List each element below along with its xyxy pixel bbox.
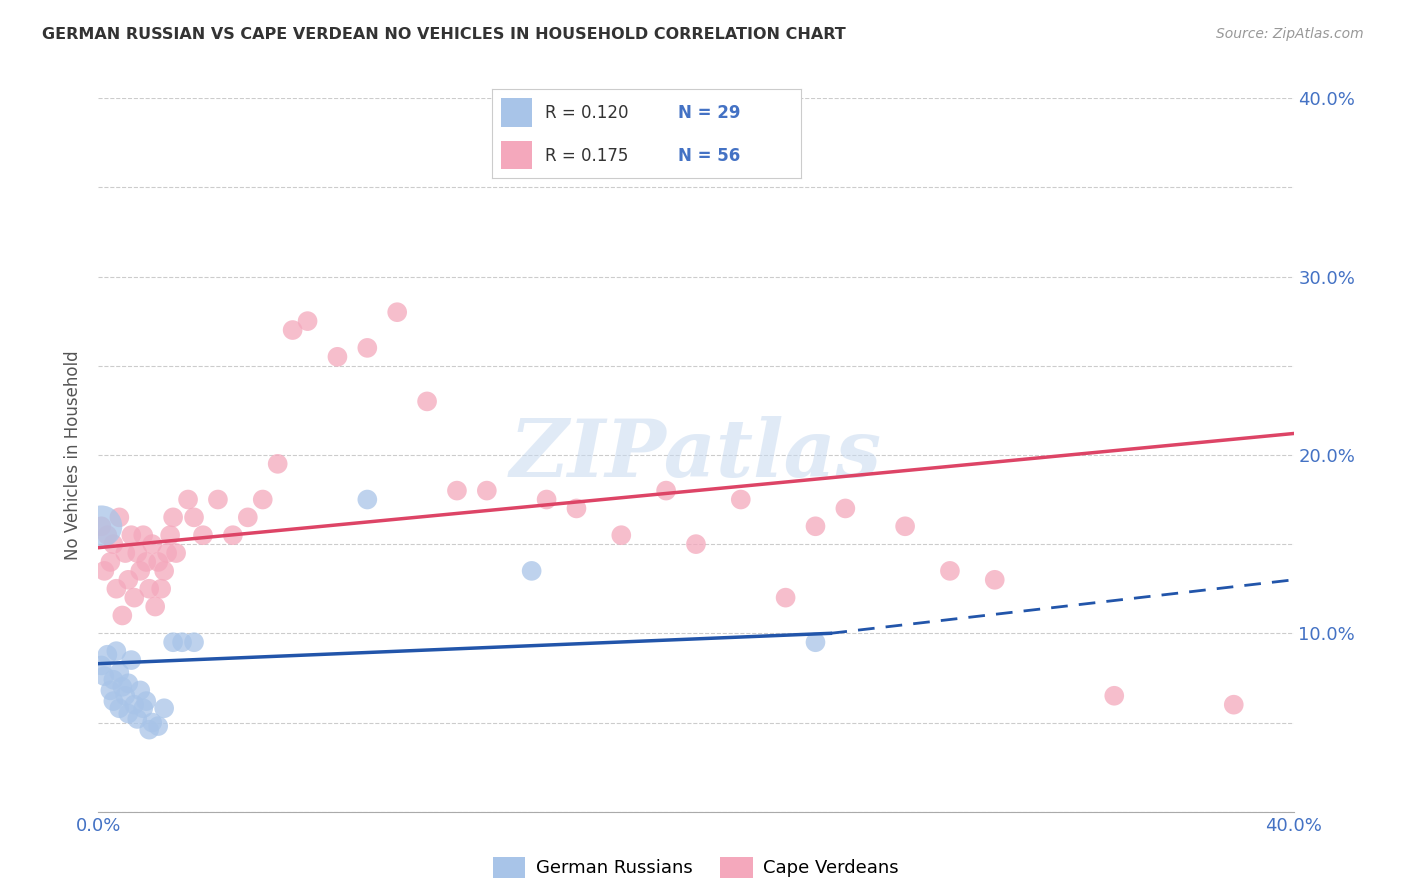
Point <box>984 573 1007 587</box>
Point <box>267 457 290 471</box>
Bar <box>502 141 533 169</box>
Point <box>138 723 160 737</box>
Text: R = 0.120: R = 0.120 <box>544 104 628 122</box>
Point <box>100 555 122 569</box>
Point <box>804 519 827 533</box>
Point <box>103 537 125 551</box>
Point <box>135 694 157 708</box>
Point <box>105 582 128 596</box>
Point <box>90 658 112 673</box>
Point <box>120 653 142 667</box>
Point <box>1223 698 1246 712</box>
Point <box>127 712 149 726</box>
Point <box>153 701 176 715</box>
Point <box>730 492 752 507</box>
Point <box>150 582 173 596</box>
Point <box>610 528 633 542</box>
Point <box>520 564 543 578</box>
Point <box>385 305 409 319</box>
Point <box>117 676 139 690</box>
Point <box>172 635 194 649</box>
Point <box>834 501 856 516</box>
Point <box>536 492 558 507</box>
Point <box>356 341 378 355</box>
Text: ZIPatlas: ZIPatlas <box>510 417 882 493</box>
Point <box>326 350 349 364</box>
Point <box>129 683 152 698</box>
Point <box>93 669 115 683</box>
Point <box>153 564 176 578</box>
Point <box>108 510 131 524</box>
Point <box>129 564 152 578</box>
Point <box>162 510 184 524</box>
Point <box>124 591 146 605</box>
Y-axis label: No Vehicles in Household: No Vehicles in Household <box>65 350 83 560</box>
Point <box>111 680 134 694</box>
Point <box>103 694 125 708</box>
Point <box>177 492 200 507</box>
Point <box>222 528 245 542</box>
Point <box>207 492 229 507</box>
Bar <box>502 98 533 127</box>
Point <box>939 564 962 578</box>
Point <box>655 483 678 498</box>
Point <box>120 528 142 542</box>
Text: GERMAN RUSSIAN VS CAPE VERDEAN NO VEHICLES IN HOUSEHOLD CORRELATION CHART: GERMAN RUSSIAN VS CAPE VERDEAN NO VEHICL… <box>42 27 846 42</box>
Text: N = 56: N = 56 <box>678 147 740 165</box>
Point <box>183 635 205 649</box>
Point <box>108 665 131 680</box>
Point <box>105 644 128 658</box>
Point <box>183 510 205 524</box>
Point <box>124 698 146 712</box>
Text: R = 0.175: R = 0.175 <box>544 147 628 165</box>
Point <box>685 537 707 551</box>
Point <box>90 519 112 533</box>
Point <box>141 537 163 551</box>
Point <box>416 394 439 409</box>
Point <box>775 591 797 605</box>
Point <box>148 555 170 569</box>
Point <box>148 719 170 733</box>
Point <box>100 683 122 698</box>
Point <box>281 323 304 337</box>
Point <box>93 564 115 578</box>
Point <box>103 673 125 687</box>
Point <box>804 635 827 649</box>
Point <box>143 599 166 614</box>
Point <box>252 492 274 507</box>
Point <box>117 573 139 587</box>
Point <box>132 528 155 542</box>
Point <box>159 528 181 542</box>
Point <box>138 582 160 596</box>
Point <box>162 635 184 649</box>
Point <box>141 715 163 730</box>
Point <box>135 555 157 569</box>
Point <box>132 701 155 715</box>
Point <box>108 701 131 715</box>
Point <box>156 546 179 560</box>
Point <box>894 519 917 533</box>
Point <box>114 546 136 560</box>
Point <box>356 492 378 507</box>
Point <box>96 648 118 662</box>
Point <box>111 608 134 623</box>
Point <box>236 510 259 524</box>
Point <box>191 528 214 542</box>
Point <box>127 546 149 560</box>
Point <box>565 501 588 516</box>
Legend: German Russians, Cape Verdeans: German Russians, Cape Verdeans <box>485 849 907 885</box>
Point <box>90 519 112 533</box>
Point <box>475 483 498 498</box>
Point <box>114 689 136 703</box>
Point <box>96 528 118 542</box>
Text: N = 29: N = 29 <box>678 104 740 122</box>
Point <box>117 706 139 721</box>
Point <box>446 483 468 498</box>
Point <box>1104 689 1126 703</box>
Point <box>297 314 319 328</box>
Text: Source: ZipAtlas.com: Source: ZipAtlas.com <box>1216 27 1364 41</box>
Point <box>165 546 187 560</box>
